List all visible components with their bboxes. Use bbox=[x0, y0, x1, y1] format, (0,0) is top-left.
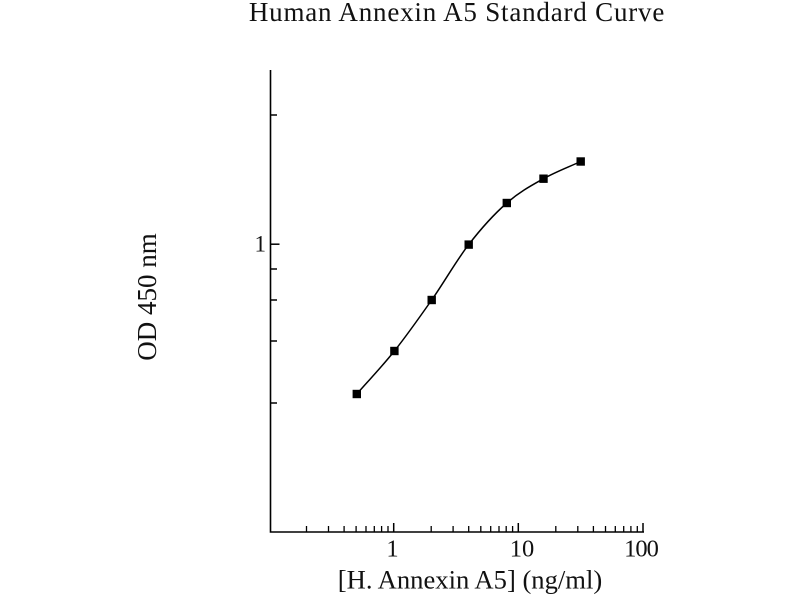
svg-text:1: 1 bbox=[255, 232, 267, 257]
svg-text:10: 10 bbox=[510, 536, 535, 563]
svg-text:[H. Annexin A5] (ng/ml): [H. Annexin A5] (ng/ml) bbox=[338, 565, 602, 595]
svg-text:Human Annexin A5 Standard Curv: Human Annexin A5 Standard Curve bbox=[249, 0, 665, 27]
svg-text:OD 450 nm: OD 450 nm bbox=[132, 233, 162, 361]
svg-text:1: 1 bbox=[386, 536, 398, 563]
svg-text:100: 100 bbox=[624, 536, 659, 563]
